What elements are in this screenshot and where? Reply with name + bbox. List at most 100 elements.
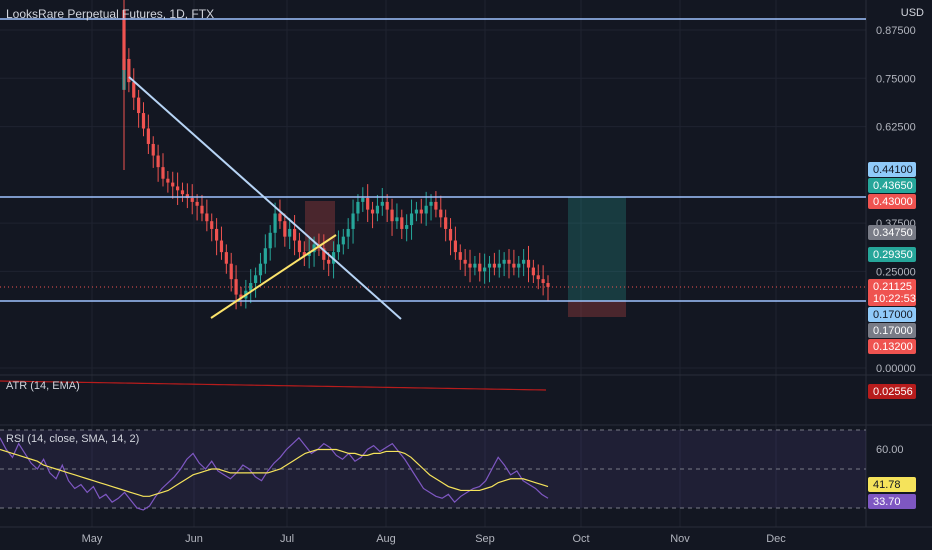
price-tick-5: 0.00000 (876, 363, 916, 375)
candle-body-78 (502, 259, 506, 264)
time-tick-1: Jun (185, 533, 203, 545)
candle-body-26 (249, 283, 253, 291)
rsi-ma-value-bg (868, 477, 916, 492)
candle-body-63 (429, 201, 433, 206)
candle-body-36 (297, 240, 302, 253)
time-tick-4: Sep (475, 533, 495, 545)
price-tick-4: 0.25000 (876, 266, 916, 278)
atr-value-bg (868, 384, 916, 399)
time-tick-2: Jul (280, 533, 294, 545)
price-label-bg-1 (868, 178, 916, 193)
candle-body-3 (137, 97, 141, 114)
price-label-7: 0.17000 (873, 309, 913, 321)
price-label-bg-0 (868, 162, 916, 177)
rsi-tick: 60.00 (876, 444, 904, 456)
candle-body-14 (190, 198, 194, 202)
candle-body-19 (214, 228, 219, 241)
time-tick-6: Nov (670, 533, 690, 545)
candle-body-76 (492, 263, 496, 268)
price-tick-1: 0.75000 (876, 73, 916, 85)
candle-body-34 (288, 228, 292, 237)
candle-body-33 (283, 221, 287, 237)
price-label-bg-6 (868, 291, 916, 306)
candle-body-70 (463, 259, 467, 264)
rsi-label[interactable]: RSI (14, close, SMA, 14, 2) (6, 433, 140, 445)
candle-body-15 (195, 201, 199, 206)
candle-spike-body (122, 10, 126, 70)
price-tick-0: 0.87500 (876, 25, 916, 37)
candle-body-44 (336, 244, 341, 253)
candle-body-17 (205, 213, 209, 222)
candle-body-7 (156, 155, 160, 168)
atr-value: 0.02556 (873, 386, 913, 398)
price-label-bg-9 (868, 339, 916, 354)
candle-body-39 (312, 244, 316, 253)
downtrend-line (128, 76, 402, 320)
price-label-bg-2 (868, 194, 916, 209)
time-tick-3: Aug (376, 533, 396, 545)
rsi-value-bg (868, 494, 916, 509)
price-label-6: 10:22:53 (873, 293, 916, 305)
price-label-bg-7 (868, 307, 916, 322)
candle-body-69 (458, 252, 462, 260)
atr-label[interactable]: ATR (14, EMA) (6, 380, 80, 392)
candle-body-28 (258, 263, 263, 276)
candle-body-57 (400, 217, 404, 229)
candle-body-60 (414, 209, 419, 214)
rsi-ma-value: 41.78 (873, 479, 901, 491)
rsi-ma-line (0, 448, 549, 497)
candle-body-42 (327, 259, 331, 264)
candle-body-20 (219, 240, 224, 253)
candle-body-56 (395, 217, 399, 222)
candle-body-31 (273, 213, 277, 233)
price-label-bg-4 (868, 247, 916, 262)
candle-body-83 (526, 259, 531, 268)
candle-body-46 (346, 228, 350, 237)
candle-body-41 (322, 248, 326, 260)
rsi-value: 33.70 (873, 496, 901, 508)
price-label-9: 0.13200 (873, 341, 913, 353)
candle-body-30 (268, 232, 272, 249)
time-tick-5: Oct (572, 533, 589, 545)
candle-body-77 (497, 263, 501, 268)
candle-body-61 (419, 209, 423, 214)
candle-body-71 (468, 263, 472, 268)
price-tick-2: 0.62500 (876, 122, 916, 134)
candle-body-52 (375, 205, 380, 214)
uptrend-line (210, 234, 337, 319)
candle-body-65 (439, 209, 443, 218)
candle-body-27 (253, 275, 258, 284)
price-label-8: 0.17000 (873, 325, 913, 337)
candle-body-24 (239, 294, 243, 299)
candle-body-29 (263, 248, 267, 264)
candle-body-37 (302, 252, 306, 256)
candle-body-10 (171, 182, 175, 187)
chart-title: LooksRare Perpetual Futures, 1D, FTX (6, 7, 215, 21)
candle-body-68 (453, 240, 458, 253)
candle-body-50 (366, 198, 370, 210)
candle-body-2 (132, 82, 136, 98)
candle-body-67 (448, 228, 453, 241)
atr-line (0, 380, 547, 391)
candle-body-4 (141, 113, 146, 129)
candle-body-5 (146, 128, 150, 144)
candle-body-75 (487, 263, 492, 268)
rsi-line (0, 436, 549, 511)
candle-body-35 (292, 228, 297, 241)
price-label-0: 0.44100 (873, 164, 913, 176)
candle-body-81 (517, 263, 521, 268)
candle-body-32 (278, 213, 282, 222)
candle-body-1 (127, 58, 131, 83)
candle-body-85 (536, 275, 540, 280)
candle-body-12 (180, 190, 185, 195)
candle-body-74 (483, 267, 487, 272)
price-label-bg-3 (868, 225, 916, 240)
candle-body-62 (424, 205, 428, 214)
candle-body-59 (409, 213, 414, 226)
price-label-3: 0.34750 (873, 227, 913, 239)
candle-body-86 (541, 279, 545, 284)
candle-body-11 (176, 186, 180, 191)
currency-label[interactable]: USD (900, 7, 924, 19)
price-label-2: 0.43000 (873, 196, 913, 208)
